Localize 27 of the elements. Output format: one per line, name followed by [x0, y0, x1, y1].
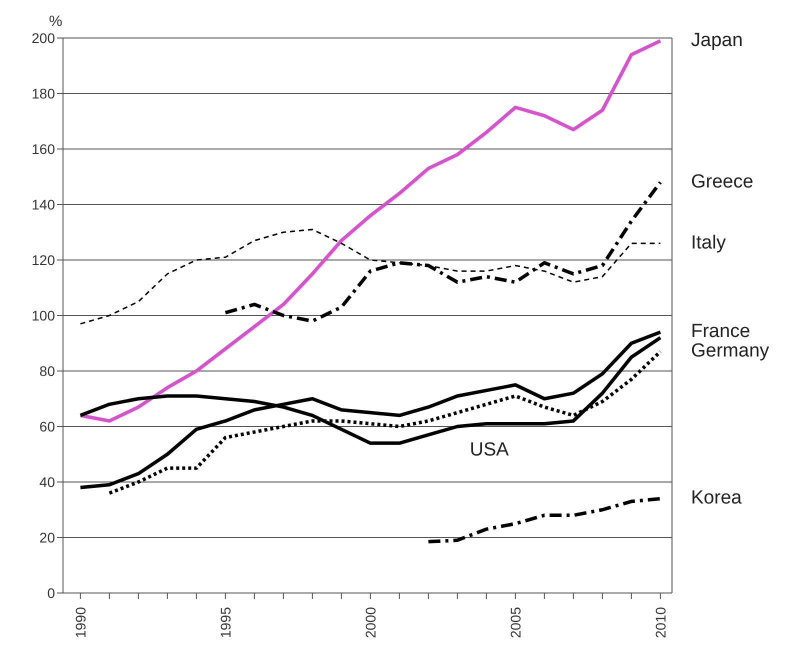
x-tick-label: 1995 [217, 606, 234, 638]
y-tick-label: 160 [32, 140, 56, 157]
y-tick-label: 140 [32, 196, 56, 212]
y-tick-label: 180 [32, 85, 56, 102]
y-tick-label: 100 [32, 307, 56, 324]
series-label: Germany [691, 340, 770, 362]
x-tick-label: 1990 [72, 606, 88, 638]
y-tick-label: 40 [39, 474, 56, 490]
series-label: Japan [691, 30, 743, 51]
y-tick-label: 20 [39, 529, 56, 546]
line-series [78, 39, 662, 423]
series-label: Italy [691, 232, 726, 254]
line-series [78, 330, 662, 490]
series-label: Greece [691, 171, 754, 192]
series-label: Korea [691, 488, 742, 509]
line-series [426, 496, 662, 544]
y-tick-label: 200 [32, 30, 56, 46]
x-tick-label: 2005 [507, 606, 524, 638]
y-tick-label: 60 [39, 418, 56, 434]
y-tick-label: 0 [47, 584, 56, 601]
annotation: USA [470, 439, 510, 460]
y-tick-label: 120 [32, 252, 56, 268]
y-tick-label: 80 [39, 362, 56, 379]
x-tick-label: 2010 [652, 606, 668, 638]
x-tick-label: 2000 [362, 606, 378, 638]
y-axis-title: % [49, 13, 62, 30]
series-label: France [691, 321, 750, 342]
